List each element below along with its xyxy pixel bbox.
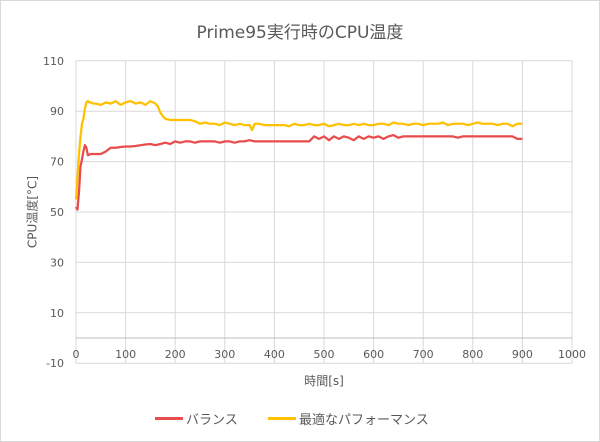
legend-item-best-performance[interactable]: 最適なパフォーマンス (268, 409, 429, 428)
legend-item-balance[interactable]: バランス (155, 409, 238, 428)
legend: バランス 最適なパフォーマンス (0, 409, 600, 428)
svg-text:200: 200 (165, 348, 186, 361)
series-line (74, 99, 523, 200)
x-axis-label: 時間[s] (304, 374, 344, 388)
svg-text:30: 30 (50, 256, 64, 269)
svg-text:600: 600 (363, 348, 384, 361)
svg-text:100: 100 (115, 348, 136, 361)
legend-swatch-balance (155, 416, 183, 420)
series-line (75, 133, 523, 211)
legend-label: 最適なパフォーマンス (299, 412, 429, 428)
svg-text:300: 300 (214, 348, 235, 361)
svg-text:400: 400 (264, 348, 285, 361)
chart-title: Prime95実行時のCPU温度 (196, 23, 404, 43)
svg-text:700: 700 (413, 348, 434, 361)
legend-swatch-best-performance (268, 416, 296, 420)
svg-text:50: 50 (50, 206, 64, 219)
svg-text:110: 110 (43, 55, 64, 68)
x-axis-ticks: 0 100 200 300 400 500 600 700 800 900 1000 (73, 348, 587, 361)
svg-text:-10: -10 (46, 357, 64, 370)
svg-text:1000: 1000 (558, 348, 586, 361)
legend-label: バランス (186, 412, 238, 428)
svg-text:900: 900 (512, 348, 533, 361)
svg-text:90: 90 (50, 105, 64, 118)
svg-text:500: 500 (314, 348, 335, 361)
gridlines (75, 60, 573, 364)
data-series (74, 99, 523, 211)
svg-text:70: 70 (50, 156, 64, 169)
y-axis-ticks: -10 10 30 50 70 90 110 (43, 55, 64, 370)
svg-text:0: 0 (73, 348, 80, 361)
svg-text:10: 10 (50, 307, 64, 320)
svg-text:800: 800 (462, 348, 483, 361)
